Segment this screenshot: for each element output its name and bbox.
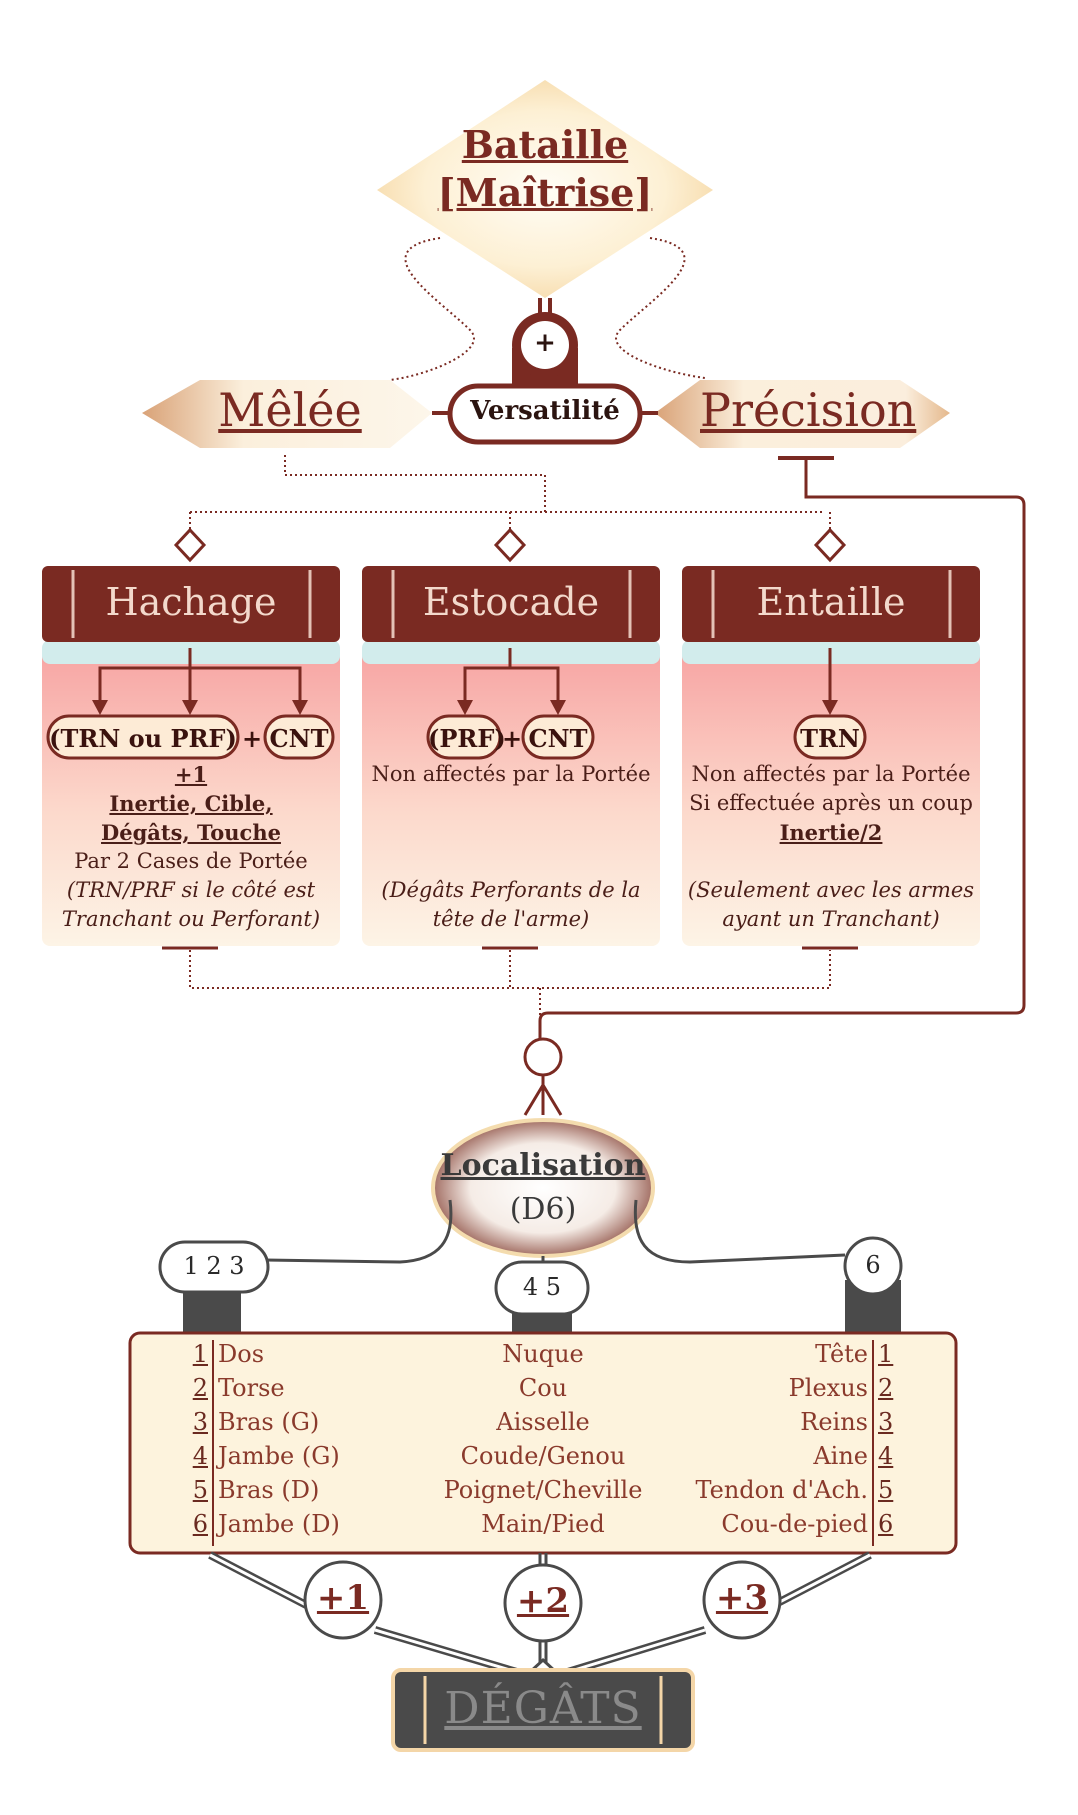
table-cell: Cou-de-pied xyxy=(721,1510,868,1538)
pill-cnt: CNT xyxy=(269,724,329,753)
table-cell: Torse xyxy=(218,1374,285,1402)
table-cell: Dos xyxy=(218,1340,265,1368)
table-cell: Bras (G) xyxy=(218,1408,320,1436)
dice-node-45: 4 5 xyxy=(522,1273,562,1301)
localisation-ellipse xyxy=(431,1118,655,1258)
card-line: (Seulement avec les armes xyxy=(687,878,975,902)
table-num: 1 xyxy=(192,1340,208,1368)
localisation-table-box xyxy=(128,1331,958,1555)
table-numbers-right: 1 2 3 4 5 6 xyxy=(878,1337,908,1541)
table-cell: Reins xyxy=(800,1408,868,1436)
pill-prf: (PRF) xyxy=(428,724,506,753)
precision-label: Précision xyxy=(700,383,917,437)
card-line: Non affectés par la Portée xyxy=(371,762,651,786)
table-num: 4 xyxy=(192,1442,208,1470)
table-num: 6 xyxy=(878,1510,894,1538)
table-col-left: Dos Torse Bras (G) Jambe (G) Bras (D) Ja… xyxy=(218,1337,418,1541)
card-line: (TRN/PRF si le côté est xyxy=(66,878,316,902)
card-line: Non affectés par la Portée xyxy=(691,762,971,786)
plus-node-label: + xyxy=(534,328,556,358)
bonus-plus-1: +1 xyxy=(316,1578,370,1618)
table-numbers-left: 1 2 3 4 5 6 xyxy=(178,1337,208,1541)
degats-box xyxy=(391,1668,695,1752)
localisation-dice: (D6) xyxy=(509,1192,577,1227)
table-num: 5 xyxy=(192,1476,208,1504)
card-hachage-body: +1 Inertie, Cible, Dégâts, Touche Par 2 … xyxy=(42,760,340,934)
table-cell: Plexus xyxy=(788,1374,868,1402)
table-cell: Jambe (D) xyxy=(218,1510,340,1538)
card-entaille-body: Non affectés par la Portée Si effectuée … xyxy=(682,760,980,934)
table-cell: Poignet/Cheville xyxy=(443,1476,643,1504)
card-title-estocade: Estocade xyxy=(422,580,600,624)
bonus-plus-2: +2 xyxy=(516,1581,570,1621)
table-cell: Coude/Genou xyxy=(460,1442,626,1470)
card-line: (Dégâts Perforants de la xyxy=(381,878,641,902)
card-line xyxy=(362,818,660,847)
pill-plus: + xyxy=(241,724,263,753)
table-num: 4 xyxy=(878,1442,894,1470)
table-cell: Main/Pied xyxy=(481,1510,605,1538)
card-line: tête de l'arme) xyxy=(432,907,590,931)
table-cell: Aine xyxy=(813,1442,868,1470)
pill-trn-ou-prf: (TRN ou PRF) xyxy=(49,724,237,753)
card-line: Tranchant ou Perforant) xyxy=(61,907,321,931)
card-estocade-body: Non affectés par la Portée (Dégâts Perfo… xyxy=(362,760,660,934)
bonus-plus-3: +3 xyxy=(715,1578,769,1618)
card-line: Par 2 Cases de Portée xyxy=(74,849,308,873)
card-line: ayant un Tranchant) xyxy=(722,907,940,931)
melee-label: Mêlée xyxy=(218,383,362,437)
table-num: 1 xyxy=(878,1340,894,1368)
pill-trn: TRN xyxy=(800,724,860,753)
card-line xyxy=(682,847,980,876)
table-num: 2 xyxy=(878,1374,894,1402)
card-line xyxy=(362,847,660,876)
melee-hexagon xyxy=(142,380,432,448)
card-line: Si effectuée après un coup xyxy=(689,791,973,815)
table-cell: Tête xyxy=(815,1340,868,1368)
table-cell: Aisselle xyxy=(496,1408,590,1436)
degats-label: DÉGÂTS xyxy=(444,1683,642,1734)
versatilite-label: Versatilité xyxy=(470,396,620,426)
card-line xyxy=(362,789,660,818)
card-line: Dégâts, Touche xyxy=(101,820,281,845)
bataille-title: Bataille xyxy=(461,122,629,167)
localisation-title: Localisation xyxy=(440,1148,646,1183)
card-title-entaille: Entaille xyxy=(756,580,906,624)
table-col-center: Nuque Cou Aisselle Coude/Genou Poignet/C… xyxy=(420,1337,666,1541)
dice-node-123: 1 2 3 xyxy=(183,1252,245,1280)
table-num: 3 xyxy=(192,1408,208,1436)
table-cell: Tendon d'Ach. xyxy=(695,1476,868,1504)
table-num: 5 xyxy=(878,1476,894,1504)
card-line: Inertie/2 xyxy=(779,820,883,845)
pill-plus: + xyxy=(501,724,523,753)
card-title-hachage: Hachage xyxy=(105,580,277,624)
table-col-right: Tête Plexus Reins Aine Tendon d'Ach. Cou… xyxy=(668,1337,868,1541)
table-cell: Nuque xyxy=(502,1340,584,1368)
table-cell: Jambe (G) xyxy=(218,1442,340,1470)
precision-hexagon xyxy=(655,380,950,448)
table-cell: Cou xyxy=(518,1374,568,1402)
card-line: +1 xyxy=(174,762,208,787)
table-num: 3 xyxy=(878,1408,894,1436)
versatilite-pill xyxy=(447,383,643,445)
maitrise-subtitle: [Maîtrise] xyxy=(437,170,653,215)
table-num: 6 xyxy=(192,1510,208,1538)
card-line: Inertie, Cible, xyxy=(109,791,273,816)
bataille-diamond xyxy=(377,80,713,298)
dice-node-6: 6 xyxy=(865,1251,881,1279)
table-cell: Bras (D) xyxy=(218,1476,320,1504)
table-num: 2 xyxy=(192,1374,208,1402)
pill-cnt: CNT xyxy=(528,724,588,753)
